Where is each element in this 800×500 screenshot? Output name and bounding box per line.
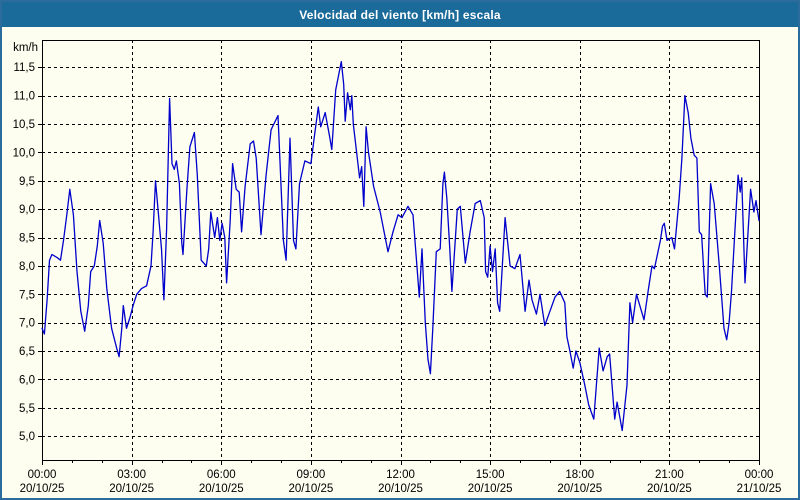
x-tick-date-label: 20/10/25 bbox=[109, 483, 154, 495]
y-tick-label: 5,5 bbox=[19, 403, 35, 415]
x-tick-time-label: 00:00 bbox=[28, 469, 57, 481]
wind-speed-line bbox=[41, 60, 760, 432]
y-tick-label: 10,5 bbox=[13, 119, 35, 131]
y-tick-label: 11,0 bbox=[13, 91, 35, 103]
x-tick-date-label: 20/10/25 bbox=[557, 483, 602, 495]
x-tick-date-label: 20/10/25 bbox=[288, 483, 333, 495]
y-tick-label: 6,5 bbox=[19, 346, 35, 358]
x-tick-date-label: 20/10/25 bbox=[199, 483, 244, 495]
title-bar: Velocidad del viento [km/h] escala bbox=[2, 2, 798, 27]
x-tick-labels: 00:00 20/10/25 03:00 20/10/25 06:00 20/10/25 0… bbox=[20, 469, 782, 495]
x-tick-date-label: 21/10/25 bbox=[737, 483, 782, 495]
y-tick-label: 10,0 bbox=[13, 147, 35, 159]
y-tick-label: 7,0 bbox=[19, 318, 35, 330]
y-axis-unit-label: km/h bbox=[13, 42, 38, 54]
x-tick-date-label: 20/10/25 bbox=[20, 483, 65, 495]
y-tick-label: 7,5 bbox=[19, 289, 35, 301]
x-tick-time-label: 09:00 bbox=[296, 469, 325, 481]
y-tick-label: 8,5 bbox=[19, 233, 35, 245]
y-tick-label: 8,0 bbox=[19, 261, 35, 273]
y-tick-label: 11,5 bbox=[13, 62, 35, 74]
x-tick-time-label: 15:00 bbox=[476, 469, 505, 481]
y-tick-label: 5,0 bbox=[19, 431, 35, 443]
y-tick-label: 9,0 bbox=[19, 204, 35, 216]
x-tick-time-label: 03:00 bbox=[117, 469, 146, 481]
x-tick-date-label: 20/10/25 bbox=[647, 483, 692, 495]
y-tick-label: 6,0 bbox=[19, 374, 35, 386]
x-tick-time-label: 12:00 bbox=[386, 469, 415, 481]
gridlines bbox=[42, 40, 759, 460]
plot-frame bbox=[42, 40, 760, 461]
x-tick-date-label: 20/10/25 bbox=[378, 483, 423, 495]
x-tick-time-label: 06:00 bbox=[207, 469, 236, 481]
x-tick-time-label: 18:00 bbox=[565, 469, 594, 481]
chart-title: Velocidad del viento [km/h] escala bbox=[299, 7, 501, 22]
x-tick-date-label: 20/10/25 bbox=[468, 483, 513, 495]
x-tick-time-label: 00:00 bbox=[745, 469, 774, 481]
x-tick-time-label: 21:00 bbox=[655, 469, 684, 481]
y-tick-labels: 11,5 11,0 10,5 10,0 9,5 9,0 8,5 8,0 7,5 7,0 6,5 6,0… bbox=[13, 62, 35, 443]
y-tick-label: 9,5 bbox=[19, 176, 35, 188]
